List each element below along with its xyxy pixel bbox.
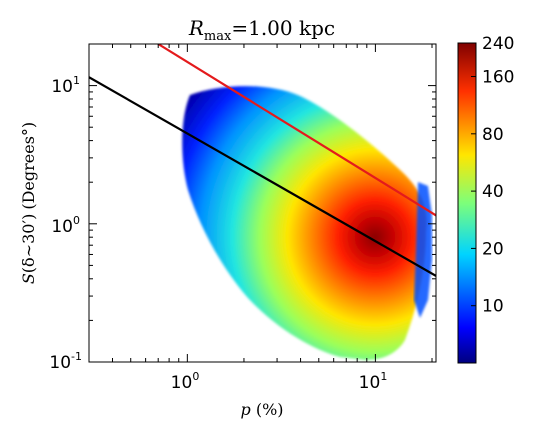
- title-main: R: [188, 16, 204, 40]
- colorbar-ticks: 240 160 80 40 20 10: [471, 34, 514, 317]
- tick-layer: [88, 43, 436, 363]
- density-tail: [414, 182, 432, 318]
- title-sub: max: [204, 29, 232, 44]
- colorbar: [457, 42, 477, 364]
- x-axis-label: p (%): [240, 400, 283, 419]
- colorbar-tick-label: 80: [482, 125, 504, 145]
- title-rest: =1.00 kpc: [231, 16, 335, 40]
- colorbar-tick-label: 240: [482, 34, 514, 54]
- x-tick-label-10: 101: [359, 370, 388, 393]
- colorbar-tick-label: 20: [482, 239, 504, 259]
- chart-title: Rmax=1.00 kpc: [188, 16, 335, 44]
- y-tick-label-10: 101: [51, 74, 80, 97]
- colorbar-tick-label: 10: [482, 297, 504, 317]
- colorbar-tick-label: 160: [482, 68, 514, 88]
- fit-line-black: [89, 76, 436, 277]
- density-heatmap: [182, 86, 427, 361]
- y-tick-label-1: 100: [51, 214, 80, 237]
- y-tick-label-0.1: 10-1: [49, 350, 82, 373]
- colorbar-tick-label: 40: [482, 182, 504, 202]
- x-tick-label-1: 100: [171, 370, 200, 393]
- fit-line-red: [157, 44, 436, 217]
- plot-frame: [88, 43, 437, 363]
- y-axis-label: S(δ∼30′)(Degrees°): [19, 122, 38, 284]
